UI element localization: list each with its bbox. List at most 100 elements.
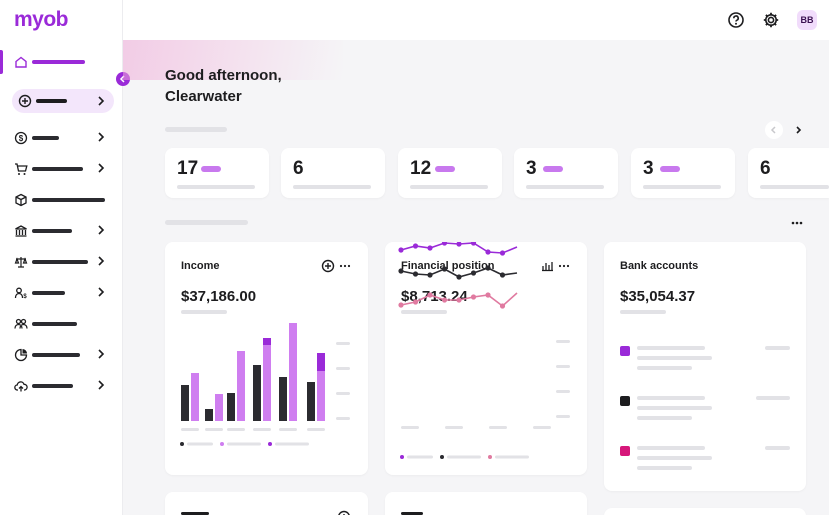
more-options-icon[interactable] — [557, 259, 571, 273]
bank-icon — [15, 225, 27, 237]
account-name-placeholder — [637, 396, 705, 400]
section-label-placeholder — [165, 127, 227, 132]
purple-series-point — [427, 245, 433, 251]
account-detail-placeholder — [637, 356, 712, 360]
chevron-left-icon — [770, 126, 776, 134]
stat-card[interactable]: 3 — [514, 148, 618, 198]
header-glow — [123, 40, 343, 80]
sidebar-item-label — [32, 198, 105, 202]
black-series-point — [470, 270, 477, 276]
bank-accounts-amount: $35,054.37 — [620, 288, 696, 305]
cart-icon — [15, 163, 28, 175]
stat-label-placeholder — [643, 185, 721, 189]
legend-label-placeholder — [407, 455, 433, 459]
carousel-next-button[interactable] — [789, 121, 807, 139]
sidebar-item-sales[interactable]: $ — [0, 124, 123, 152]
add-circle-icon[interactable] — [337, 510, 351, 515]
sidebar-item-label — [32, 260, 88, 264]
stat-card[interactable]: 12 — [398, 148, 502, 198]
chevron-right-icon — [98, 132, 105, 142]
greeting-line-2: Clearwater — [165, 88, 242, 105]
sidebar-item-contacts[interactable] — [0, 310, 123, 338]
sidebar-item-reports[interactable] — [0, 341, 123, 369]
income-bar-light — [215, 394, 223, 421]
scales-icon — [14, 257, 28, 268]
income-bar-light — [191, 373, 199, 421]
stat-label-placeholder — [293, 185, 371, 189]
cloud-upload-icon — [14, 381, 28, 392]
account-color-swatch — [620, 346, 630, 356]
stat-card[interactable]: 3 — [631, 148, 735, 198]
myob-logo[interactable]: myob — [14, 8, 69, 31]
legend — [180, 442, 309, 446]
active-indicator — [0, 50, 3, 74]
account-color-swatch — [620, 446, 630, 456]
income-card: Income $37,186.00 — [165, 242, 368, 475]
black-series-point — [485, 265, 491, 271]
bar-chart-icon[interactable] — [540, 259, 554, 273]
people-icon — [14, 318, 28, 329]
legend-label-placeholder — [227, 442, 261, 446]
sidebar-item-purchases[interactable] — [0, 155, 123, 183]
chevron-right-icon — [98, 96, 105, 106]
sidebar-item-label — [32, 136, 59, 140]
chevron-right-icon — [98, 225, 105, 235]
stat-tag — [201, 166, 221, 172]
income-bar-cap — [263, 338, 271, 345]
black-series-point — [398, 268, 404, 274]
income-chart — [180, 323, 350, 446]
income-bar-light — [263, 338, 271, 421]
income-bar-cap — [317, 353, 325, 371]
create-new-button[interactable] — [12, 89, 114, 113]
more-options-icon[interactable] — [790, 218, 804, 228]
pink-series-point — [441, 297, 448, 303]
chevron-right-icon — [98, 256, 105, 266]
add-circle-icon[interactable] — [321, 259, 335, 273]
sidebar-item-label — [32, 167, 83, 171]
income-bar-dark — [227, 393, 235, 421]
stat-label-placeholder — [760, 185, 829, 189]
sidebar-item-inventory[interactable] — [0, 186, 123, 214]
legend-dot — [400, 455, 404, 459]
pink-series-point — [427, 292, 433, 298]
carousel-prev-button[interactable] — [765, 121, 783, 139]
sidebar-item-accounting[interactable] — [0, 248, 123, 276]
stat-value: 3 — [643, 158, 654, 179]
stat-value: 17 — [177, 158, 199, 179]
stat-label-placeholder — [526, 185, 604, 189]
y-axis-placeholders — [336, 342, 350, 420]
pink-series-point — [398, 302, 404, 308]
sidebar-item-label — [32, 353, 80, 357]
user-avatar[interactable]: BB — [797, 10, 817, 30]
sidebar-item-payroll[interactable]: $ — [0, 279, 123, 307]
top-bar: BB — [123, 0, 829, 40]
sidebar-item-cloud[interactable] — [0, 372, 123, 400]
financial-position-card: Financial position $8,713.24 — [385, 242, 587, 475]
black-series-point — [456, 274, 462, 280]
sidebar: myob $ $ — [0, 0, 130, 515]
sidebar-item-banking[interactable] — [0, 217, 123, 245]
legend — [400, 455, 529, 459]
purple-series-point — [412, 243, 419, 249]
stat-card[interactable]: 6 — [748, 148, 829, 198]
legend-label-placeholder — [447, 455, 481, 459]
amount-caption-placeholder — [620, 310, 666, 314]
stat-value: 6 — [293, 158, 304, 179]
lower-card-title-placeholder — [181, 512, 209, 515]
sidebar-item-home[interactable] — [0, 48, 123, 76]
stat-card[interactable]: 17 — [165, 148, 269, 198]
account-detail-placeholder — [637, 416, 692, 420]
legend-dot — [268, 442, 272, 446]
help-icon[interactable] — [727, 11, 745, 29]
gear-icon[interactable] — [762, 11, 780, 29]
purple-series-point — [470, 242, 477, 246]
account-balance-placeholder — [765, 346, 790, 350]
stat-card[interactable]: 6 — [281, 148, 385, 198]
legend-label-placeholder — [187, 442, 213, 446]
more-options-icon[interactable] — [338, 259, 352, 273]
x-axis-placeholders — [181, 428, 325, 431]
account-name-placeholder — [637, 346, 705, 350]
legend-dot — [180, 442, 184, 446]
black-series-point — [427, 272, 433, 278]
purple-series-point — [441, 242, 448, 246]
